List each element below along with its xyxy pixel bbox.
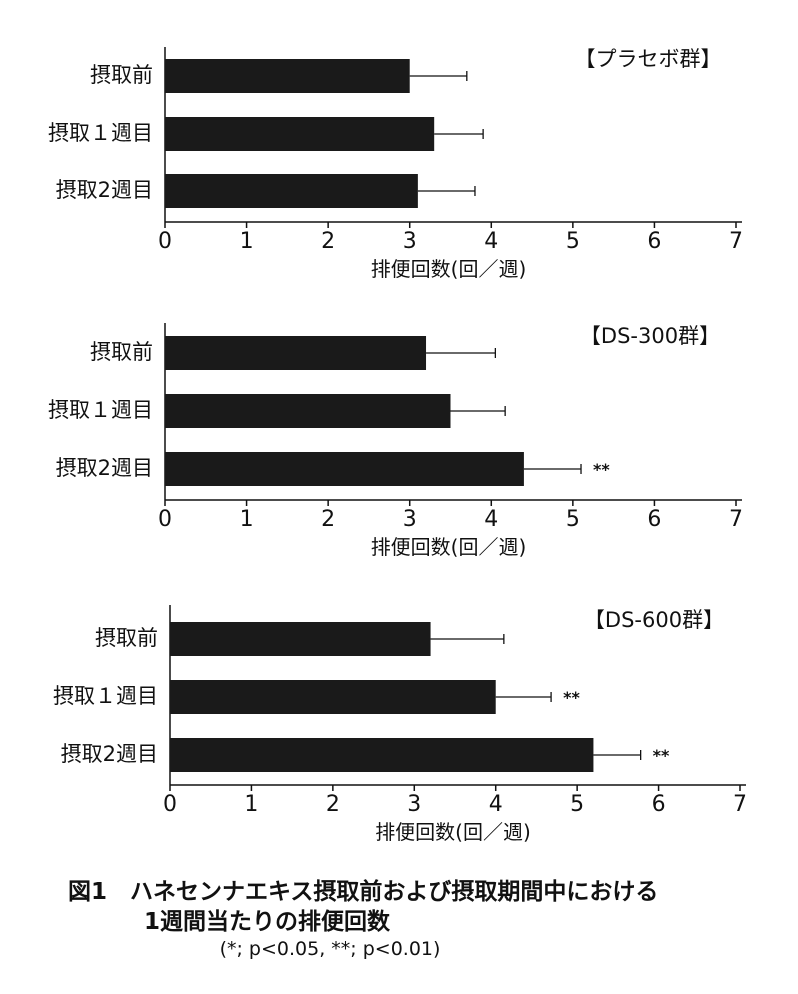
significance-mark: ** [653, 746, 670, 765]
figure-charts: 【プラセボ群】0 1 2 3 4 5 6 7排便回数(回／週)摂取前摂取１週目摂取2週目【DS… [48, 47, 747, 844]
caption-line-1: 図1 ハネセンナエキス摂取前および摂取期間中における [68, 879, 659, 905]
x-axis-label: 排便回数(回／週) [375, 820, 531, 844]
x-tick-label: 2 [321, 507, 335, 532]
category-label: 摂取１週目 [53, 684, 158, 708]
x-tick-label: 7 [729, 229, 743, 254]
x-tick-label: 3 [403, 507, 417, 532]
panel-title: 【プラセボ群】 [575, 47, 722, 71]
caption-line-2: 1週間当たりの排便回数 [144, 909, 391, 935]
x-tick-label: 5 [570, 792, 584, 817]
x-axis-label: 排便回数(回／週) [371, 257, 527, 281]
panel-title: 【DS-600群】 [584, 608, 724, 632]
x-tick-label: 2 [326, 792, 340, 817]
bar [170, 680, 496, 714]
x-tick-label: 1 [244, 792, 258, 817]
x-tick-label: 1 [240, 229, 254, 254]
x-tick-label: 0 [158, 507, 172, 532]
bar [170, 738, 594, 772]
bar [165, 117, 435, 151]
x-tick-label: 6 [647, 229, 661, 254]
category-label: 摂取2週目 [56, 456, 153, 480]
x-tick-label: 7 [733, 792, 747, 817]
x-tick-label: 5 [566, 229, 580, 254]
x-tick-label: 6 [652, 792, 666, 817]
x-tick-label: 7 [729, 507, 743, 532]
x-tick-label: 5 [566, 507, 580, 532]
significance-mark: ** [563, 688, 580, 707]
x-tick-label: 0 [158, 229, 172, 254]
x-tick-label: 3 [407, 792, 421, 817]
category-label: 摂取１週目 [48, 121, 153, 145]
panel-title: 【DS-300群】 [580, 324, 720, 348]
bar [165, 59, 410, 93]
x-tick-label: 1 [240, 507, 254, 532]
category-label: 摂取2週目 [61, 742, 158, 766]
x-tick-label: 0 [163, 792, 177, 817]
bar [165, 394, 451, 428]
category-label: 摂取前 [90, 63, 153, 87]
bar [165, 174, 418, 208]
x-tick-label: 4 [489, 792, 503, 817]
bar [165, 336, 427, 370]
x-tick-label: 4 [484, 507, 498, 532]
category-label: 摂取１週目 [48, 398, 153, 422]
x-tick-label: 3 [403, 229, 417, 254]
significance-mark: ** [593, 460, 610, 479]
caption-significance-note: (*; p<0.05, **; p<0.01) [219, 938, 441, 960]
x-tick-label: 2 [321, 229, 335, 254]
category-label: 摂取前 [95, 626, 158, 650]
category-label: 摂取2週目 [56, 178, 153, 202]
x-tick-label: 6 [647, 507, 661, 532]
category-label: 摂取前 [90, 340, 153, 364]
x-axis-label: 排便回数(回／週) [371, 535, 527, 559]
x-tick-label: 4 [484, 229, 498, 254]
bar [170, 622, 431, 656]
bar [165, 452, 524, 486]
